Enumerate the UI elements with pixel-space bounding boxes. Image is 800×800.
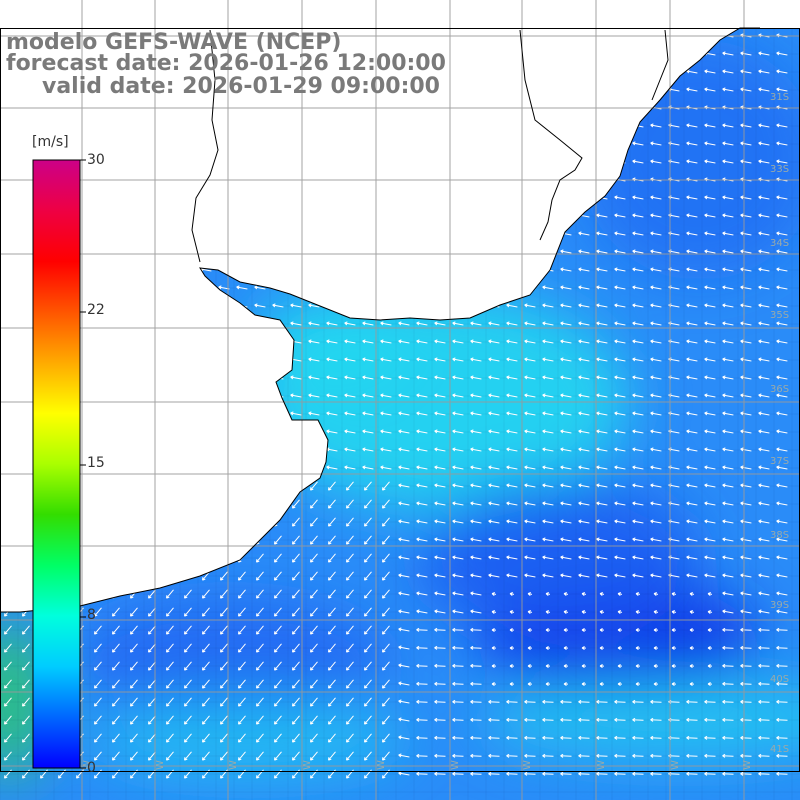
- lon-label: W: [742, 760, 753, 770]
- colorbar-tick-0: 0: [87, 760, 96, 776]
- lon-label: W: [376, 760, 387, 770]
- model-title: modelo GEFS-WAVE (NCEP): [6, 30, 342, 55]
- lon-label: W: [302, 760, 313, 770]
- colorbar-tick-30: 30: [87, 152, 105, 168]
- valid-date: valid date: 2026-01-29 09:00:00: [42, 74, 440, 99]
- lat-label: 40S: [770, 674, 789, 685]
- lat-label: 31S: [770, 92, 789, 103]
- colorbar-tick-22: 22: [87, 302, 105, 318]
- lon-label: W: [522, 760, 533, 770]
- colorbar-unit: [m/s]: [32, 134, 69, 150]
- colorbar-tick-15: 15: [87, 455, 105, 471]
- lat-label: 38S: [770, 530, 789, 541]
- lat-label: 35S: [770, 310, 789, 321]
- lon-label: W: [228, 760, 239, 770]
- lat-label: 36S: [770, 384, 789, 395]
- coastline: [0, 27, 760, 613]
- lat-label: 34S: [770, 238, 789, 249]
- lon-label: W: [82, 760, 93, 770]
- lat-label: 39S: [770, 600, 789, 611]
- border-line-east: [519, 29, 583, 241]
- lat-label: 37S: [770, 456, 789, 467]
- colorbar-tick-8: 8: [87, 607, 96, 623]
- lon-label: W: [155, 760, 166, 770]
- lon-label: W: [670, 760, 681, 770]
- forecast-date: forecast date: 2026-01-26 12:00:00: [6, 51, 446, 76]
- lat-label: 33S: [770, 164, 789, 175]
- colorbar: [32, 159, 81, 769]
- lon-label: W: [596, 760, 607, 770]
- lat-label: 41S: [770, 744, 789, 755]
- lon-label: W: [450, 760, 461, 770]
- border-line-ne: [651, 29, 669, 101]
- border-line: [191, 29, 219, 263]
